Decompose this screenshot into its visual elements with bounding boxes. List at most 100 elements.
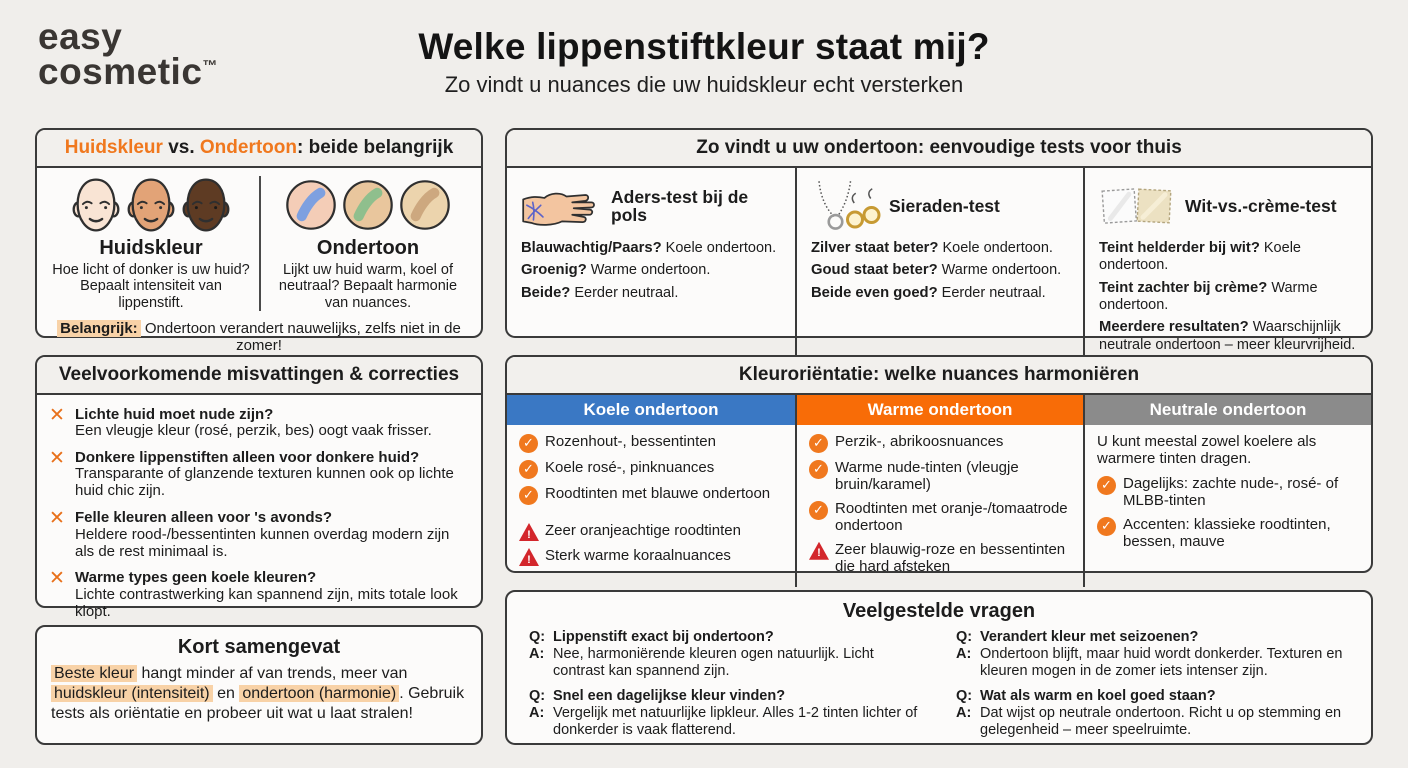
test-result-line: Groenig? Warme ondertoon. [521,262,711,279]
logo-line1: easy [38,16,123,57]
faq-column-left: Q: Lippenstift exact bij ondertoon? A: Nee… [529,629,926,748]
warning-icon: ! [519,548,539,566]
check-icon: ✓ [1097,516,1116,536]
misconception-item: ✕ Felle kleuren alleen voor 's avonds? He… [49,508,450,560]
neutral-column-header: Neutrale ondertoon [1085,395,1371,425]
misconceptions-title: Veelvoorkomende misvattingen & correctie… [37,357,481,395]
misconception-item: ✕ Donkere lippenstiften alleen voor donk… [49,448,454,500]
face-medium-icon [127,178,175,232]
recommended-shade: ✓ Perzik-, abrikoosnuances [809,433,1073,453]
warm-column-header: Warme ondertoon [797,395,1083,425]
check-icon: ✓ [809,500,828,520]
test-name: Sieraden-test [889,195,1000,216]
skin-box-columns: Huidskleur Hoe licht of donker is uw hui… [37,168,481,313]
faq-item: Q: Verandert kleur met seizoenen? A: Onder… [956,629,1343,679]
summary-box: Kort samengevat Beste kleur hangt minder… [35,625,483,745]
warning-icon: ! [519,523,539,541]
faq-columns: Q: Lippenstift exact bij ondertoon? A: Nee… [507,623,1371,748]
summary-title: Kort samengevat [177,636,341,658]
trademark-symbol: ™ [202,57,218,75]
test-card-jewelry: Sieraden-test Zilver staat beter? Koele … [795,168,1083,363]
undertone-swatch-icons [267,176,469,234]
test-result-line: Goud staat beter? Warme ondertoon. [811,262,1062,279]
wrist-veins-icon [522,192,595,226]
skin-vs-undertone-box: Huidskleur vs. Ondertoon: beide belangri… [35,128,483,354]
undertone-tests-box: Zo vindt u uw ondertoon: eenvoudige test… [505,128,1373,363]
ondertoon-heading: Ondertoon [316,237,420,259]
important-note: Belangrijk: Ondertoon verandert nauwelij… [37,313,481,354]
cool-column-header: Koele ondertoon [507,395,795,425]
caution-shade: ! Zeer oranjeachtige roodtinten [519,522,785,541]
faq-box: Veelgestelde vragen Q: Lippenstift exact … [505,590,1373,745]
summary-text: Beste kleur hangt minder af van trends, … [51,665,465,722]
fabric-swatches-icon [1101,188,1172,224]
face-dark-icon [182,178,230,232]
tests-box-title: Zo vindt u uw ondertoon: eenvoudige test… [507,130,1371,168]
face-light-icon [72,178,120,232]
page-subtitle: Zo vindt u nuances die uw huidskleur ech… [444,72,964,97]
faq-item: Q: Lippenstift exact bij ondertoon? A: Nee… [529,629,874,679]
misconceptions-list: ✕ Lichte huid moet nude zijn? Een vleugje… [37,395,481,636]
check-icon: ✓ [1097,475,1116,495]
brand-logo: easy cosmetic™ [38,16,218,92]
test-result-line: Beide? Eerder neutraal. [521,284,679,301]
check-icon: ✓ [809,434,828,453]
misconception-item: ✕ Lichte huid moet nude zijn? Een vleugje… [49,405,432,440]
test-card-white-vs-cream: Wit-vs.-crème-test Teint helderder bij w… [1083,168,1371,363]
test-result-line: Beide even goed? Eerder neutraal. [811,284,1046,301]
check-icon: ✓ [809,460,828,479]
test-result-line: Meerdere resultaten? Waarschijnlijk neut… [1099,319,1356,353]
test-card-veins: Aders-test bij de pols Blauwachtig/Paars… [507,168,795,363]
undertone-warm-swatch-icon [343,180,393,230]
tone-column-cool: Koele ondertoon ✓ Rozenhout-, bessentinte… [507,395,795,587]
logo-line2: cosmetic™ [38,50,218,92]
recommended-shade: ✓ Roodtinten met oranje-/tomaatrode onder… [809,500,1073,535]
page-title: Welke lippenstiftkleur staat mij? [418,26,990,67]
tone-column-neutral: Neutrale ondertoon U kunt meestal zowel … [1083,395,1371,587]
check-icon: ✓ [519,434,538,453]
recommended-shade: ✓ Dagelijks: zachte nude-, rosé- of MLBB-… [1097,475,1361,510]
tests-columns: Aders-test bij de pols Blauwachtig/Paars… [507,168,1371,363]
recommended-shade: ✓ Accenten: klassieke roodtinten, bessen,… [1097,516,1361,551]
cross-icon: ✕ [49,448,65,470]
misconception-item: ✕ Warme types geen koele kleuren? Lichte … [49,568,458,620]
recommended-shade: ✓ Warme nude-tinten (vleugje bruin/karame… [809,459,1073,494]
faq-item: Q: Wat als warm en koel goed staan? A: Dat… [956,688,1342,739]
test-result-line: Teint helderder bij wit? Koele ondertoon… [1099,240,1301,274]
tone-column-warm: Warme ondertoon ✓ Perzik-, abrikoosnuance… [795,395,1083,587]
orientation-title: Kleuroriëntatie: welke nuances harmoniër… [507,357,1371,395]
recommended-shade: ✓ Rozenhout-, bessentinten [519,433,785,453]
cross-icon: ✕ [49,508,65,530]
orientation-columns: Koele ondertoon ✓ Rozenhout-, bessentinte… [507,395,1371,587]
page-header: Welke lippenstiftkleur staat mij? Zo vin… [304,26,1104,98]
test-name: Aders-test bij de pols [611,186,749,225]
test-name: Wit-vs.-crème-test [1185,195,1337,216]
jewelry-icon [818,181,881,230]
face-icons [49,176,253,234]
undertone-cool-swatch-icon [286,180,336,230]
check-icon: ✓ [519,460,538,479]
skin-box-title: Huidskleur vs. Ondertoon: beide belangri… [37,130,481,168]
test-result-line: Teint zachter bij crème? Warme ondertoon… [1099,279,1318,314]
test-result-line: Zilver staat beter? Koele ondertoon. [811,240,1053,256]
caution-shade: ! Zeer blauwig-roze en bessentinten die h… [809,541,1073,576]
test-result-line: Blauwachtig/Paars? Koele ondertoon. [521,240,777,256]
faq-column-right: Q: Verandert kleur met seizoenen? A: Onder… [956,629,1353,748]
undertone-neutral-swatch-icon [400,180,450,230]
faq-title: Veelgestelde vragen [842,600,1036,622]
recommended-shade: ✓ Roodtinten met blauwe ondertoon [519,485,785,505]
huidskleur-column: Huidskleur Hoe licht of donker is uw hui… [43,176,259,311]
ondertoon-column: Ondertoon Lijkt uw huid warm, koel of ne… [259,176,475,312]
cross-icon: ✕ [49,405,65,426]
neutral-intro: U kunt meestal zowel koelere als warmere… [1097,433,1317,467]
important-note-label: Belangrijk: [57,320,141,338]
ondertoon-desc: Lijkt uw huid warm, koel of neutraal? Be… [278,262,458,311]
check-icon: ✓ [519,486,538,505]
faq-item: Q: Snel een dagelijkse kleur vinden? A: Ve… [529,688,918,739]
huidskleur-heading: Huidskleur [99,237,203,259]
recommended-shade: ✓ Koele rosé-, pinknuances [519,459,785,479]
misconceptions-box: Veelvoorkomende misvattingen & correctie… [35,355,483,620]
color-orientation-box: Kleuroriëntatie: welke nuances harmoniër… [505,355,1373,587]
cross-icon: ✕ [49,568,65,590]
